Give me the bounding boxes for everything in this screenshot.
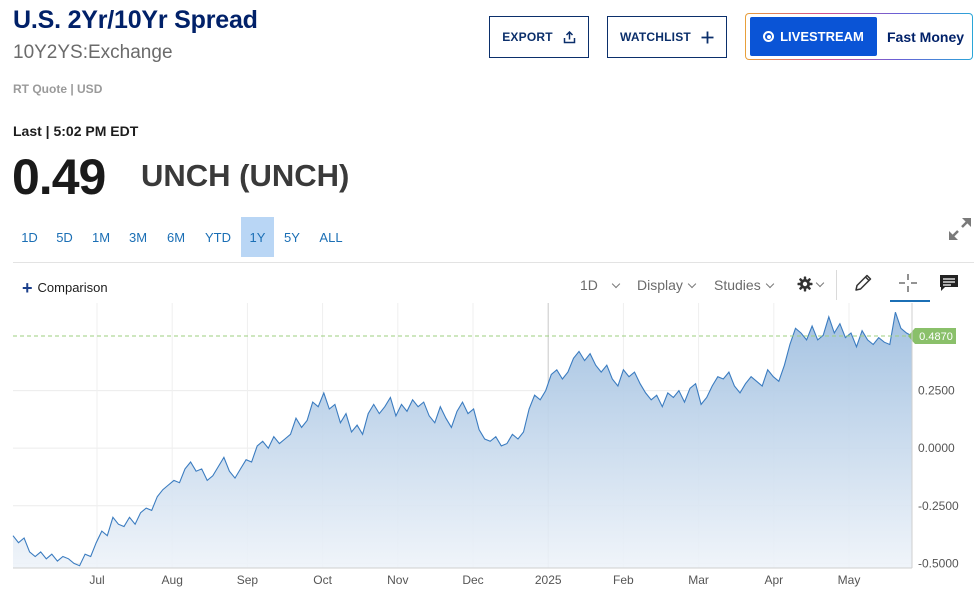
crosshair-icon[interactable]: [897, 272, 919, 294]
x-tick-label: Mar: [688, 573, 709, 587]
last-price-tag: [908, 327, 956, 344]
quote-meta: RT Quote | USD: [13, 82, 103, 96]
series-area: [13, 312, 912, 568]
price-change: UNCH (UNCH): [141, 158, 350, 193]
plus-icon: [701, 31, 714, 43]
live-dot-icon: [763, 31, 775, 42]
display-dropdown[interactable]: Display: [637, 277, 697, 293]
pencil-icon[interactable]: [852, 272, 874, 294]
x-tick-label: Jul: [89, 573, 104, 587]
gear-icon: [797, 276, 813, 292]
x-tick-label: Sep: [237, 573, 259, 587]
chevron-down-icon: [687, 279, 697, 288]
livestream-show-name[interactable]: Fast Money: [887, 28, 965, 45]
range-1d[interactable]: 1D: [21, 229, 38, 245]
watchlist-label: WATCHLIST: [620, 30, 691, 44]
studies-label: Studies: [714, 277, 761, 293]
display-label: Display: [637, 277, 683, 293]
toolbar-separator: [836, 270, 837, 300]
export-label: EXPORT: [502, 30, 553, 44]
x-tick-label: Oct: [313, 573, 332, 587]
livestream-banner[interactable]: LIVESTREAM Fast Money: [745, 13, 973, 60]
livestream-button[interactable]: LIVESTREAM: [750, 17, 877, 56]
page-title: U.S. 2Yr/10Yr Spread: [13, 6, 258, 34]
y-tick-label: 0.2500: [918, 384, 955, 398]
y-tick-label: -0.2500: [918, 499, 959, 513]
settings-dropdown[interactable]: [797, 276, 825, 292]
studies-dropdown[interactable]: Studies: [714, 277, 774, 293]
symbol-label: 10Y2YS:Exchange: [13, 42, 173, 63]
comparison-label: Comparison: [37, 280, 108, 295]
x-tick-label: Feb: [613, 573, 634, 587]
chevron-down-icon: [765, 279, 774, 288]
range-6m[interactable]: 6M: [166, 229, 186, 245]
range-3m[interactable]: 3M: [128, 229, 148, 245]
spread-chart[interactable]: Jul Aug Sep Oct Nov Dec 2025 Feb Mar Apr May 0.4870…: [0, 303, 974, 595]
x-tick-label: Dec: [462, 573, 483, 587]
x-tick-label: 2025: [535, 573, 562, 587]
range-all[interactable]: ALL: [319, 229, 343, 245]
watchlist-button[interactable]: WATCHLIST: [607, 16, 727, 58]
chevron-down-icon: [611, 279, 621, 288]
export-button[interactable]: EXPORT: [489, 16, 589, 58]
share-icon: [563, 30, 576, 43]
range-5y[interactable]: 5Y: [284, 229, 300, 245]
range-ytd[interactable]: YTD: [205, 229, 231, 245]
x-tick-label: May: [838, 573, 861, 587]
last-price-label: 0.4870: [919, 331, 953, 343]
interval-label: 1D: [580, 277, 598, 293]
y-tick-label: 0.0000: [918, 441, 955, 455]
toolbar-divider: [13, 262, 974, 263]
y-tick-label: -0.5000: [918, 556, 959, 570]
chevron-down-icon: [815, 278, 825, 287]
range-1m[interactable]: 1M: [91, 229, 111, 245]
interval-dropdown[interactable]: 1D: [580, 277, 621, 293]
last-trade-label: Last | 5:02 PM EDT: [13, 123, 139, 139]
comparison-button[interactable]: + Comparison: [22, 277, 108, 298]
crosshair-active-indicator: [890, 300, 930, 302]
time-range-tabs: 1D 5D 1M 3M 6M YTD 1Y 5Y ALL: [13, 217, 352, 257]
range-1y[interactable]: 1Y: [241, 217, 274, 257]
plus-icon: +: [22, 277, 33, 298]
livestream-label: LIVESTREAM: [780, 29, 864, 44]
x-tick-label: Apr: [764, 573, 783, 587]
series-line: [12, 312, 913, 567]
range-5d[interactable]: 5D: [56, 229, 73, 245]
x-tick-label: Nov: [387, 573, 408, 587]
last-price: 0.49: [12, 149, 106, 205]
x-tick-label: Aug: [162, 573, 183, 587]
comment-icon[interactable]: [938, 272, 960, 294]
expand-icon[interactable]: [946, 215, 974, 243]
